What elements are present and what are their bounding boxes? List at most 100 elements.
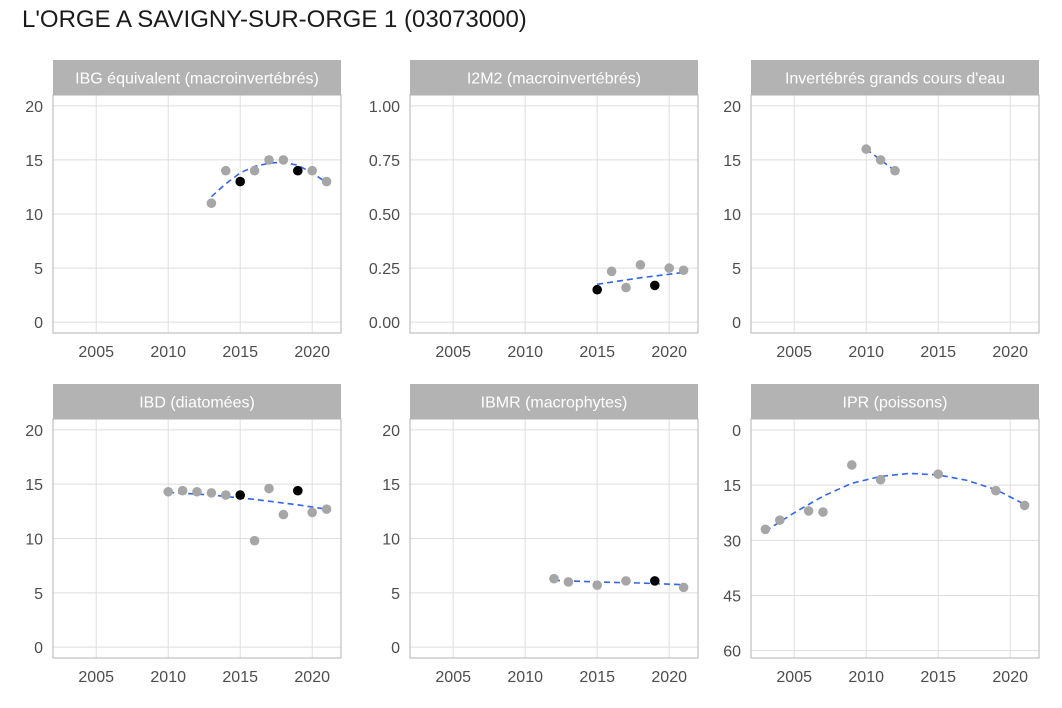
data-point [933,469,943,479]
panel-title: IBMR (macrophytes) [481,395,628,412]
x-tick-label: 2005 [776,669,812,686]
data-point [861,144,871,154]
y-tick-label: 30 [723,533,741,550]
x-tick-label: 2005 [435,344,471,361]
x-tick-label: 2015 [920,344,956,361]
data-point [592,580,602,591]
data-point-highlight [235,490,245,500]
data-point [549,573,559,584]
x-tick-label: 2015 [579,669,615,686]
x-tick-label: 2005 [776,344,812,361]
data-point [678,582,689,593]
x-tick-label: 2020 [992,344,1028,361]
data-point [249,165,260,176]
data-point [249,535,260,546]
data-point [221,490,231,500]
panel-border [750,418,1040,659]
data-point [875,474,886,485]
chart-panel: I2M2 (macroinvertébrés) 0.00 0.25 0.50 0.75 1… [369,60,699,361]
chart-panel: Invertébrés grands cours d'eau0510152020… [723,60,1040,361]
chart-panel: IBD (diatomées) 0 5 10 15 20 2005 2010 2015 2020 [25,384,342,686]
y-tick-label: 0 [391,640,400,657]
x-tick-label: 2015 [920,669,956,686]
data-point [760,524,771,535]
data-point [264,483,274,494]
data-point [563,577,574,587]
panel-border [52,418,342,659]
data-point-highlight [235,176,245,187]
x-tick-label: 2005 [435,669,471,686]
panel-border [52,94,342,334]
data-point [847,460,857,470]
data-point [307,165,318,176]
x-tick-label: 2015 [222,344,258,361]
trend-line [764,472,1025,532]
y-tick-label: 0 [732,423,741,440]
chart-panel: IBMR (macrophytes) 0 5 10 15 20 2005 2010 2015 20… [382,384,699,686]
data-point [192,486,202,497]
data-point [1019,500,1030,511]
data-point [221,165,231,176]
y-tick-label: 15 [382,477,400,494]
y-tick-label: 10 [25,532,43,549]
data-point-highlight [650,576,660,586]
data-point [803,506,814,516]
panel-title: I2M2 (macroinvertébrés) [467,71,641,88]
panel-border [409,94,699,334]
panel-title: IBD (diatomées) [139,395,255,412]
y-tick-label: 20 [25,99,43,116]
data-point [818,507,828,517]
y-tick-label: 5 [34,261,43,278]
x-tick-label: 2010 [507,344,543,361]
y-tick-label: 0 [34,315,43,332]
y-tick-label: 5 [34,586,43,603]
data-point [264,155,274,165]
x-tick-label: 2020 [294,669,330,686]
y-tick-label: 0 [732,315,741,332]
x-tick-label: 2005 [78,669,114,686]
y-tick-label: 15 [723,478,741,495]
x-tick-label: 2010 [507,669,543,686]
panel-title: IPR (poissons) [843,395,948,412]
panel-strip [751,60,1039,95]
panel-title: Invertébrés grands cours d'eau [785,71,1005,88]
data-point [664,263,674,273]
x-tick-label: 2010 [848,669,884,686]
chart-panel: IBG équivalent (macroinvertébrés) 0 5 10 15 2… [25,60,342,361]
data-point-highlight [293,165,303,176]
y-tick-label: 10 [25,207,43,224]
panel-strip [410,384,698,419]
chart-panel: IPR (poissons) 0 15 30 45 60 2005 2010 2015 2020 [723,384,1040,686]
y-tick-label: 15 [25,477,43,494]
y-tick-label: 15 [723,153,741,170]
panel-border [750,94,1040,334]
data-point [321,176,332,187]
x-tick-label: 2010 [150,344,186,361]
y-tick-label: 0.00 [369,315,400,332]
x-tick-label: 2010 [150,669,186,686]
x-tick-label: 2015 [579,344,615,361]
data-point [321,504,332,514]
y-tick-label: 20 [382,423,400,440]
data-point [307,507,318,518]
data-point [606,266,617,277]
x-tick-label: 2020 [651,669,687,686]
panel-strip [751,384,1039,419]
y-tick-label: 5 [732,261,741,278]
data-point-highlight [293,485,303,496]
panel-border [409,418,699,659]
data-point-highlight [650,280,660,291]
trend-line [210,161,328,198]
y-tick-label: 5 [391,586,400,603]
y-tick-label: 10 [382,532,400,549]
panel-strip [410,60,698,95]
data-point [991,485,1001,496]
data-point [278,155,289,165]
y-tick-label: 0 [34,640,43,657]
x-tick-label: 2010 [848,344,884,361]
data-point [621,576,631,586]
y-tick-label: 20 [25,423,43,440]
x-tick-label: 2015 [222,669,258,686]
y-tick-label: 0.75 [369,153,400,170]
page-title: L'ORGE A SAVIGNY-SUR-ORGE 1 (03073000) [22,6,527,33]
